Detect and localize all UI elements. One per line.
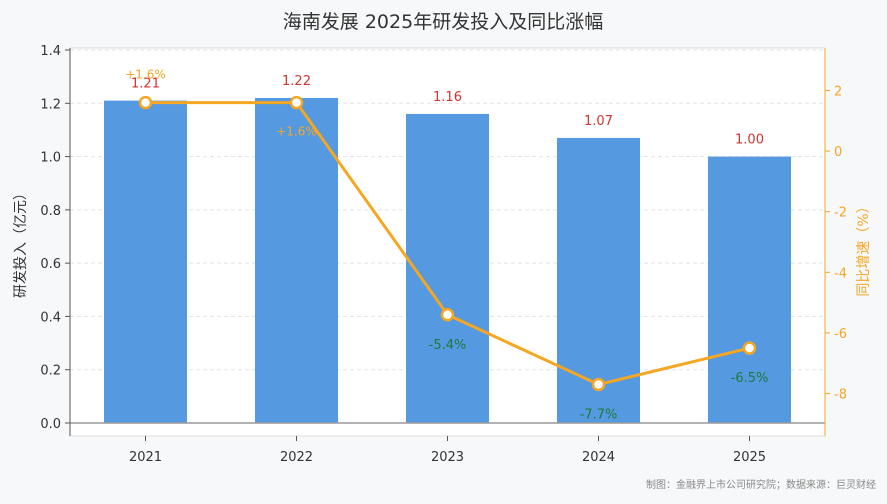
bar-value-label: 1.16 (433, 90, 462, 105)
y-axis-left: 0.0 0.2 0.4 0.6 0.8 1.0 1.2 1.4 (40, 44, 71, 436)
x-tick-label: 2025 (733, 450, 766, 465)
x-axis: 2021 2022 2023 2024 2025 (70, 422, 825, 465)
growth-point (289, 95, 304, 110)
bar (406, 113, 489, 423)
bar (255, 97, 338, 423)
bars (104, 97, 791, 424)
y-axis-label-right: 同比增速（%） (856, 199, 872, 296)
growth-point (138, 95, 153, 110)
growth-point (440, 308, 455, 322)
y-tick-label: 1.2 (40, 97, 61, 112)
bar (104, 100, 187, 423)
y-tick-label-right: -6 (834, 327, 847, 342)
y-tick-label-right: -2 (834, 206, 847, 221)
growth-line (138, 95, 757, 392)
growth-value-label: -5.4% (429, 338, 467, 353)
y-tick-label: 0.4 (40, 310, 61, 325)
y-tick-label-right: -4 (834, 266, 847, 281)
growth-value-label: -7.7% (580, 407, 618, 422)
data-labels: 1.21 1.22 1.16 1.07 1.00 +1.6% +1.6% -5.4% -7.7%… (125, 68, 768, 423)
y-axis-right: -8 -6 -4 -2 0 2 (824, 48, 847, 436)
growth-value-label: +1.6% (276, 125, 317, 139)
y-tick-label: 0.0 (40, 417, 61, 432)
y-tick-label: 0.2 (40, 364, 61, 379)
bar-value-label: 1.22 (282, 74, 311, 89)
x-tick-label: 2023 (431, 450, 464, 465)
bar (557, 137, 640, 423)
y-tick-label-right: 2 (834, 84, 842, 99)
y-tick-label: 1.0 (40, 151, 61, 166)
x-tick-label: 2024 (582, 450, 615, 465)
y-axis-label-left: 研发投入（亿元） (13, 186, 29, 298)
growth-value-label: +1.6% (125, 68, 166, 82)
y-tick-label: 0.6 (40, 257, 61, 272)
bar (708, 156, 791, 424)
x-tick-label: 2022 (280, 450, 313, 465)
growth-point (742, 341, 757, 355)
source-note: 制图：金融界上市公司研究院；数据来源：巨灵财经 (646, 478, 876, 491)
growth-value-label: -6.5% (731, 371, 769, 386)
y-tick-label: 1.4 (40, 44, 61, 59)
bar-value-label: 1.07 (584, 114, 613, 129)
y-tick-label: 0.8 (40, 204, 61, 219)
bar-value-label: 1.21 (131, 77, 160, 92)
bar-value-label: 1.00 (735, 133, 764, 148)
growth-point (591, 377, 606, 392)
y-tick-label-right: -8 (834, 388, 847, 403)
y-tick-label-right: 0 (834, 145, 842, 160)
x-tick-label: 2021 (129, 450, 162, 465)
chart-title: 海南发展 2025年研发投入及同比涨幅 (283, 11, 603, 33)
